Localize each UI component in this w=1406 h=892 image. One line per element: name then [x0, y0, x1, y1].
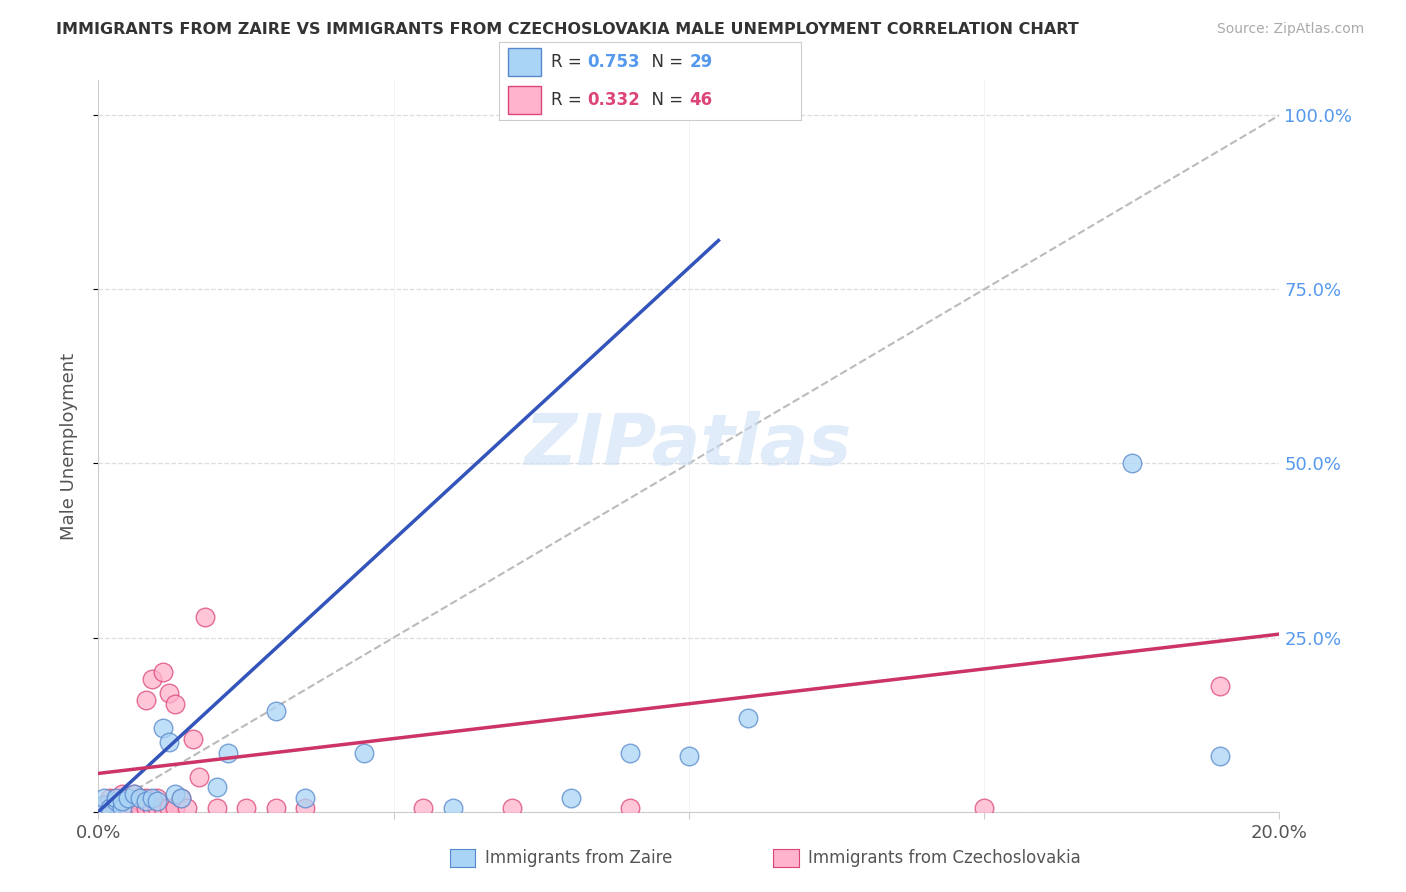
Point — [157, 801, 180, 815]
Point — [135, 693, 157, 707]
Point — [973, 801, 995, 815]
Point — [117, 790, 139, 805]
Point — [441, 801, 464, 815]
Point — [165, 697, 187, 711]
Point — [98, 790, 121, 805]
Point — [176, 801, 198, 815]
Point — [205, 801, 228, 815]
Point — [619, 801, 641, 815]
Point — [105, 801, 128, 815]
Point — [128, 790, 150, 805]
Point — [165, 801, 187, 815]
Point — [122, 797, 145, 812]
Point — [294, 801, 316, 815]
Point — [117, 790, 139, 805]
Point — [235, 801, 257, 815]
Point — [93, 797, 115, 812]
Point — [181, 731, 204, 746]
Point — [117, 797, 139, 812]
Text: N =: N = — [641, 54, 689, 71]
Point — [264, 801, 287, 815]
Text: IMMIGRANTS FROM ZAIRE VS IMMIGRANTS FROM CZECHOSLOVAKIA MALE UNEMPLOYMENT CORREL: IMMIGRANTS FROM ZAIRE VS IMMIGRANTS FROM… — [56, 22, 1078, 37]
Point — [128, 794, 150, 808]
Point — [205, 780, 228, 795]
Point — [678, 749, 700, 764]
Point — [501, 801, 523, 815]
Point — [294, 790, 316, 805]
Text: 0.332: 0.332 — [586, 91, 640, 109]
Point — [146, 794, 169, 808]
Point — [98, 801, 121, 815]
Text: 29: 29 — [689, 54, 713, 71]
Point — [217, 746, 239, 760]
Text: Immigrants from Czechoslovakia: Immigrants from Czechoslovakia — [808, 849, 1081, 867]
Bar — [508, 86, 541, 114]
Point — [412, 801, 434, 815]
Point — [619, 746, 641, 760]
Point — [98, 797, 121, 812]
Point — [128, 801, 150, 815]
Point — [1209, 679, 1232, 693]
Text: 0.753: 0.753 — [586, 54, 640, 71]
Point — [135, 801, 157, 815]
Text: R =: R = — [551, 91, 586, 109]
Point — [135, 794, 157, 808]
Point — [152, 801, 174, 815]
Point — [146, 790, 169, 805]
Text: Source: ZipAtlas.com: Source: ZipAtlas.com — [1216, 22, 1364, 37]
Point — [170, 790, 193, 805]
Text: ZIPatlas: ZIPatlas — [526, 411, 852, 481]
Point — [93, 801, 115, 815]
Point — [157, 735, 180, 749]
Point — [264, 704, 287, 718]
Text: 46: 46 — [689, 91, 713, 109]
Point — [194, 609, 217, 624]
Point — [122, 801, 145, 815]
Bar — [508, 48, 541, 77]
Point — [111, 787, 134, 801]
Text: R =: R = — [551, 54, 586, 71]
Point — [152, 721, 174, 735]
Point — [128, 790, 150, 805]
Point — [146, 801, 169, 815]
Point — [117, 801, 139, 815]
Point — [141, 673, 163, 687]
Point — [737, 711, 759, 725]
Text: N =: N = — [641, 91, 689, 109]
Point — [1121, 457, 1143, 471]
Point — [111, 801, 134, 815]
Point — [560, 790, 582, 805]
Point — [98, 801, 121, 815]
Point — [105, 790, 128, 805]
Text: Immigrants from Zaire: Immigrants from Zaire — [485, 849, 672, 867]
Point — [93, 790, 115, 805]
Point — [152, 665, 174, 680]
Point — [1209, 749, 1232, 764]
Point — [170, 790, 193, 805]
Point — [111, 794, 134, 808]
Point — [111, 794, 134, 808]
Point — [135, 790, 157, 805]
Point — [353, 746, 375, 760]
Y-axis label: Male Unemployment: Male Unemployment — [59, 352, 77, 540]
Point — [105, 790, 128, 805]
Point — [105, 797, 128, 812]
Point — [105, 794, 128, 808]
Point — [122, 787, 145, 801]
Point — [93, 797, 115, 812]
Point — [141, 790, 163, 805]
Point — [165, 787, 187, 801]
Point — [187, 770, 209, 784]
Point — [122, 787, 145, 801]
Point — [141, 801, 163, 815]
Point — [157, 686, 180, 700]
